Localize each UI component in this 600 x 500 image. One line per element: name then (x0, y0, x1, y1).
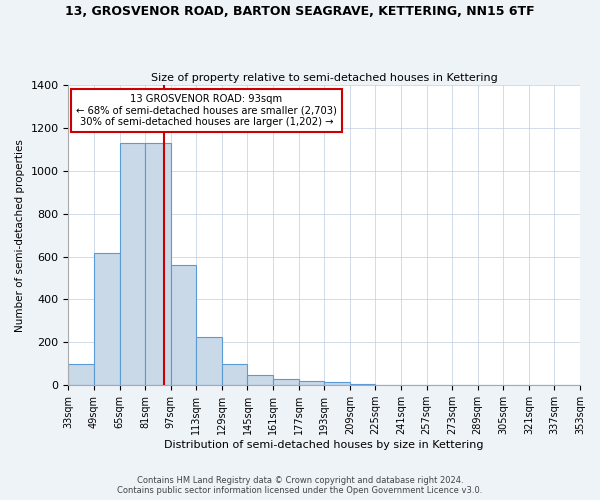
Text: 13, GROSVENOR ROAD, BARTON SEAGRAVE, KETTERING, NN15 6TF: 13, GROSVENOR ROAD, BARTON SEAGRAVE, KET… (65, 5, 535, 18)
Title: Size of property relative to semi-detached houses in Kettering: Size of property relative to semi-detach… (151, 73, 497, 83)
Bar (145, 143, 171, 385)
Bar (119, 143, 145, 385)
Bar (94, 254, 119, 385)
Y-axis label: Number of semi-detached properties: Number of semi-detached properties (15, 139, 25, 332)
Bar (68, 364, 94, 385)
Bar (299, 381, 324, 385)
Bar (324, 382, 350, 385)
Text: 13 GROSVENOR ROAD: 93sqm
← 68% of semi-detached houses are smaller (2,703)
30% o: 13 GROSVENOR ROAD: 93sqm ← 68% of semi-d… (76, 94, 337, 128)
X-axis label: Distribution of semi-detached houses by size in Kettering: Distribution of semi-detached houses by … (164, 440, 484, 450)
Text: Contains HM Land Registry data © Crown copyright and database right 2024.
Contai: Contains HM Land Registry data © Crown c… (118, 476, 482, 495)
Bar (171, 265, 196, 385)
Bar (222, 364, 247, 385)
Bar (196, 337, 222, 385)
Bar (350, 384, 376, 385)
Bar (273, 379, 299, 385)
Bar (247, 374, 273, 385)
